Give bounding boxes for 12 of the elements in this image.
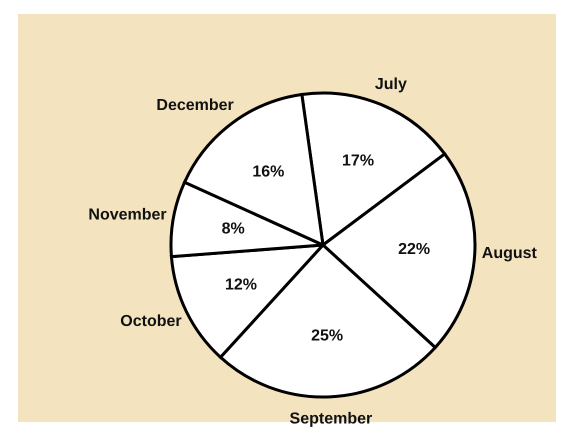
slice-label: September <box>290 410 372 428</box>
data-label: 25% <box>311 328 344 345</box>
slice-label: August <box>482 245 538 262</box>
slice-label: November <box>88 206 167 224</box>
slice-label: December <box>156 97 234 114</box>
data-label: 8% <box>222 220 245 238</box>
slice-label: July <box>374 76 407 93</box>
slice-label: October <box>120 312 182 330</box>
data-label: 17% <box>342 152 374 170</box>
data-label: 22% <box>398 240 430 258</box>
data-label: 12% <box>225 276 258 294</box>
data-label: 16% <box>252 163 284 180</box>
